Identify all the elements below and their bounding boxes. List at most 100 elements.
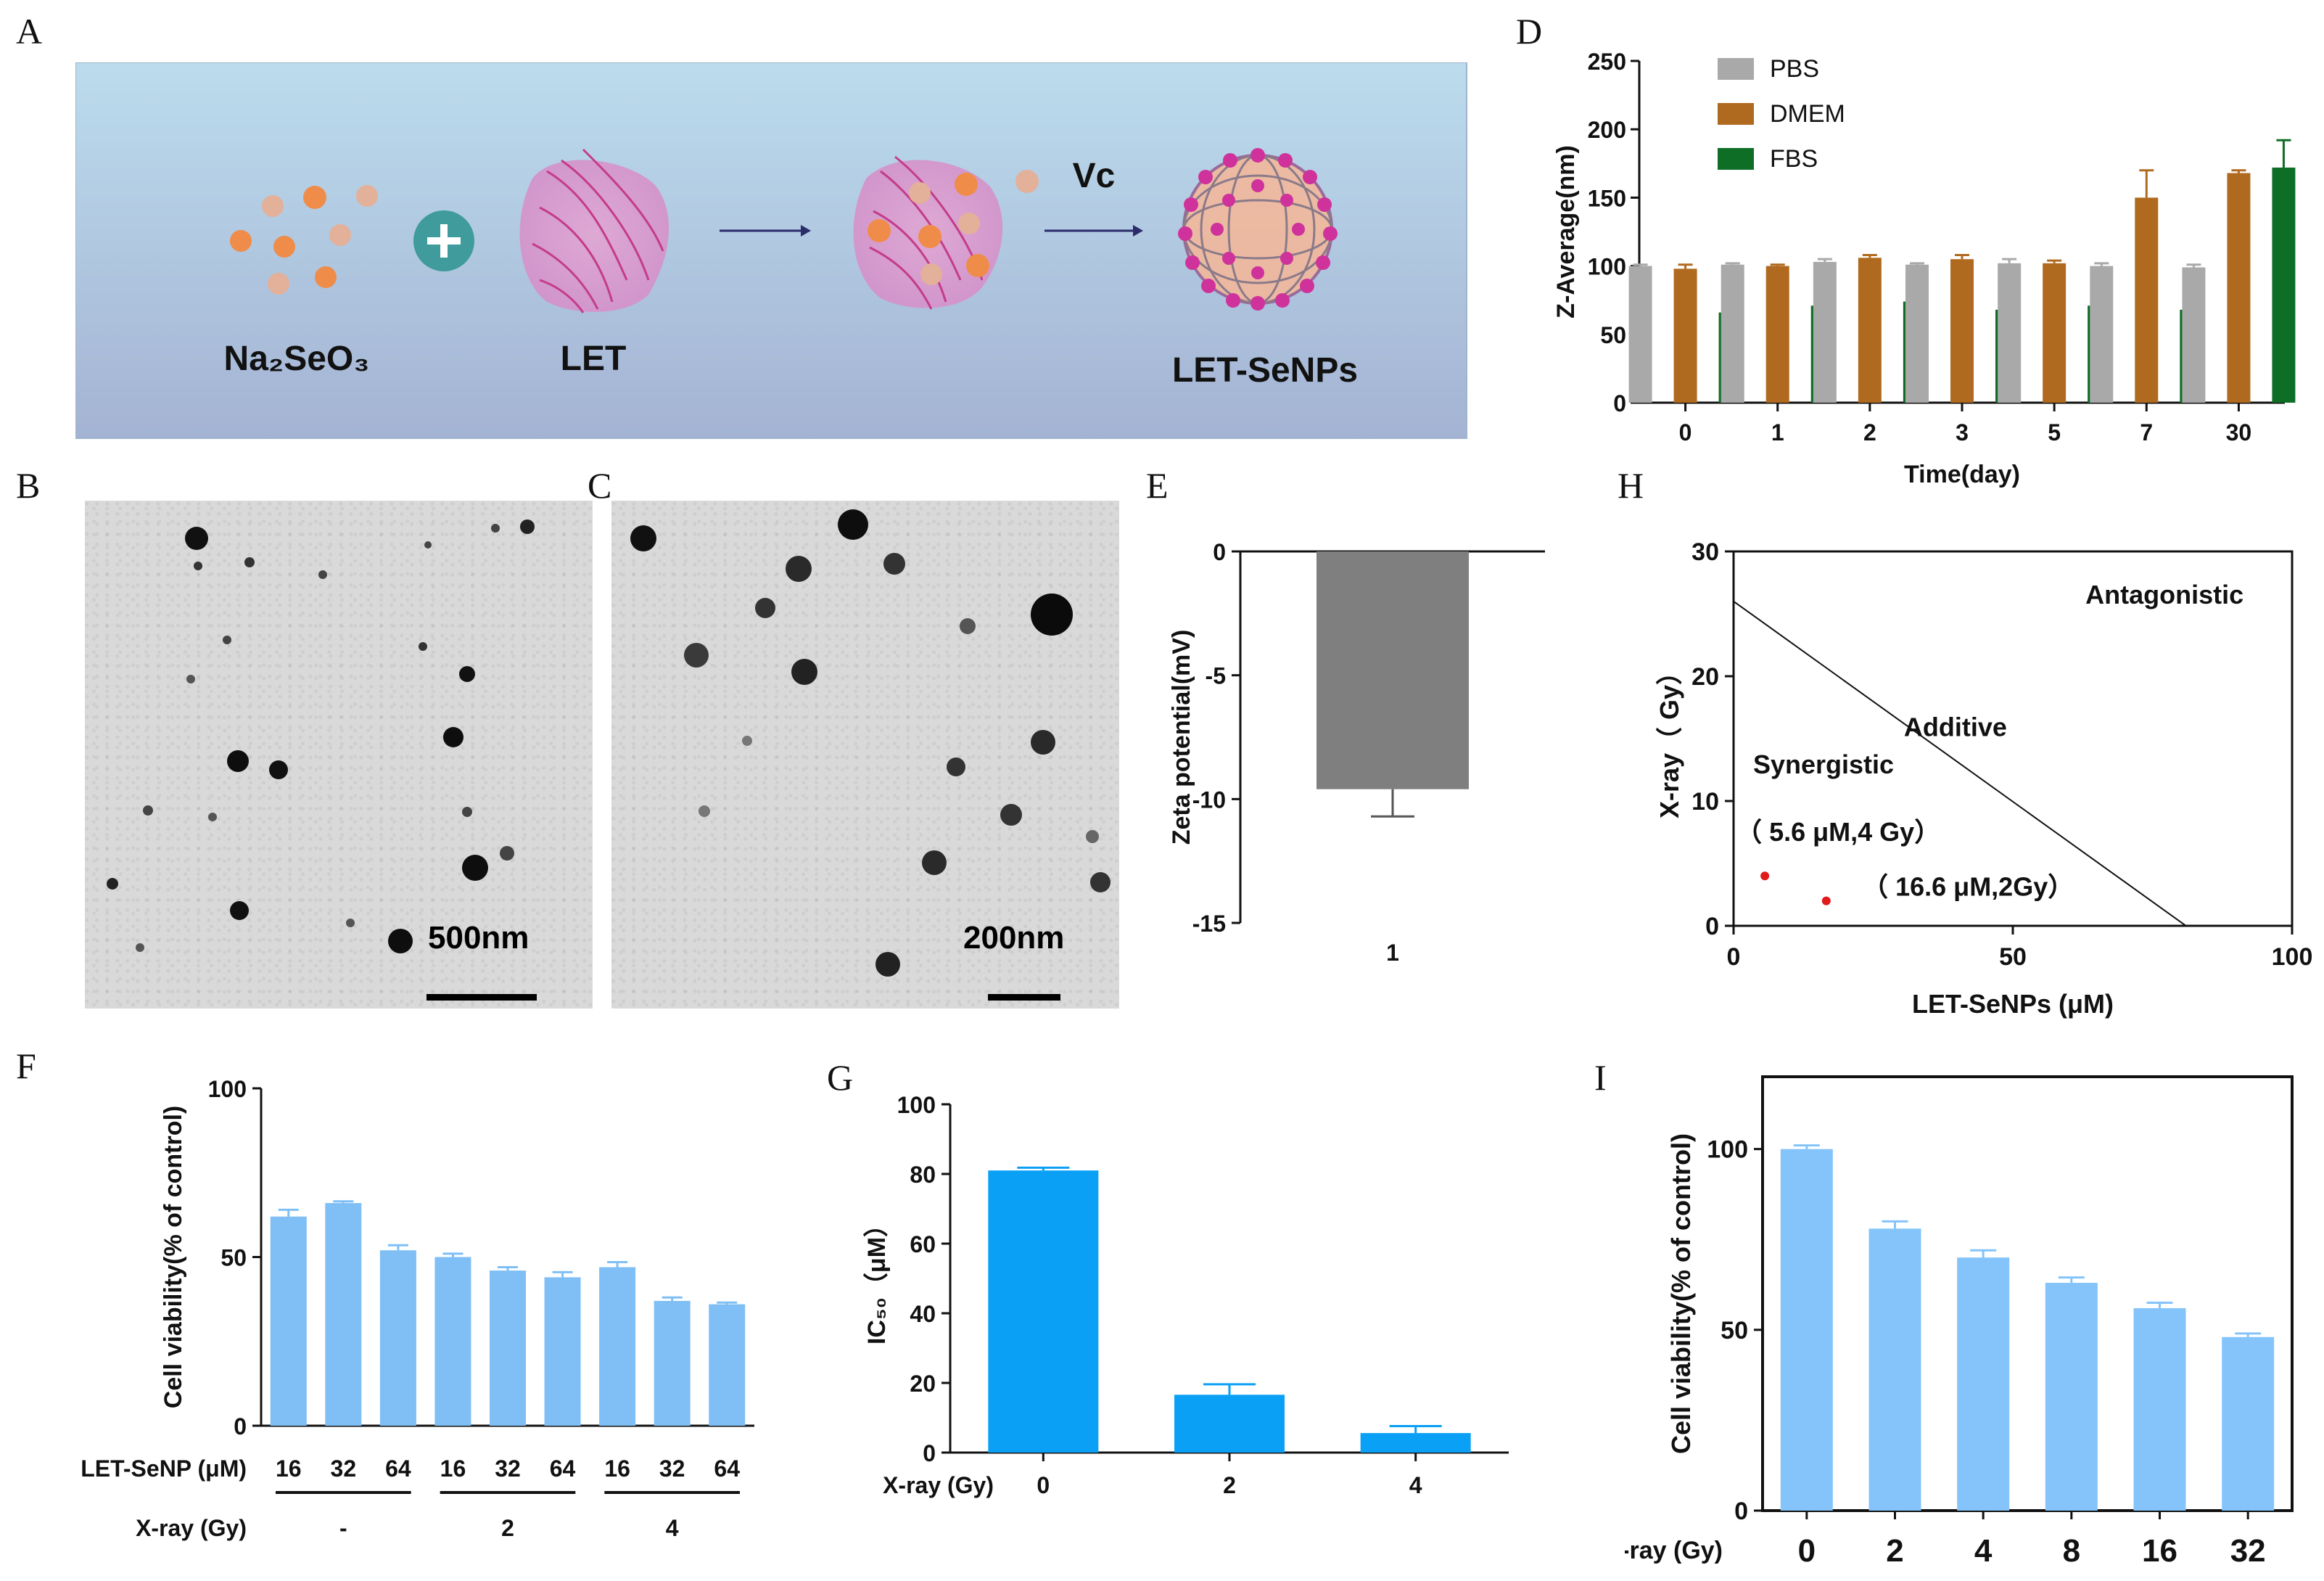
f-xtick-label: 64 [550, 1455, 576, 1482]
d-bar-pbs [1721, 264, 1744, 403]
d-bar-pbs [1813, 261, 1837, 403]
arrow-2 [1044, 225, 1143, 237]
d-bar-dmem [1950, 259, 1974, 403]
d-ytick-label: 0 [1613, 390, 1626, 416]
f-xtick-label: 64 [714, 1455, 740, 1482]
d-ytick-label: 100 [1588, 254, 1626, 280]
synthesis-schematic: Vc Na₂SeO₃ LET LET-SeNPs [75, 62, 1467, 439]
d-bar-dmem [2135, 197, 2159, 403]
panel-label-f: F [16, 1046, 36, 1086]
d-bar-pbs [1628, 266, 1652, 403]
g-ytick-label: 20 [910, 1371, 936, 1397]
i-xtick-label: 8 [2063, 1533, 2080, 1569]
d-bar-dmem [1673, 268, 1697, 403]
d-xtick-label: 3 [1956, 419, 1969, 445]
i-bar [2222, 1336, 2275, 1511]
h-region-label: Synergistic [1753, 750, 1894, 779]
d-xtick-label: 1 [1771, 419, 1784, 445]
vc-label: Vc [1073, 157, 1116, 195]
d-legend-swatch [1718, 58, 1754, 80]
i-bar [1780, 1149, 1833, 1511]
scale-label-b: 500nm [428, 920, 530, 956]
i-xtick-label: 2 [1886, 1533, 1903, 1569]
chart-h-isobologram: 0 50 100 0 10 20 30 （ 5.6 μM,4 Gy） （ 16.6 μM,2Gy… [1655, 538, 2312, 1019]
f-ytick-label: 100 [208, 1076, 247, 1102]
arrow-1 [720, 225, 811, 237]
i-xtick-label: 4 [1974, 1533, 1993, 1569]
reagent-1-label: Na₂SeO₃ [224, 340, 370, 378]
chart-g-ic50: 0 20 40 60 80 100 0 2 4 X-ray (Gy) IC₅₀（μM） [862, 1092, 1509, 1498]
h-xtick-label: 0 [1727, 943, 1741, 971]
h-point-label: （ 16.6 μM,2Gy） [1862, 872, 2074, 902]
d-bar-pbs [2090, 266, 2114, 403]
g-ytick-label: 40 [910, 1301, 936, 1327]
h-ylabel: X-ray（ Gy） [1655, 659, 1684, 818]
panel-label-b: B [16, 465, 41, 506]
g-ytick-label: 100 [897, 1092, 936, 1118]
tem-image-c [611, 501, 1119, 1009]
h-region-label: Additive [1904, 713, 2007, 742]
i-bar [2045, 1283, 2098, 1511]
g-bar [1174, 1395, 1285, 1453]
h-ytick-label: 10 [1692, 788, 1719, 816]
d-ytick-label: 250 [1588, 49, 1626, 75]
panel-label-a: A [16, 11, 43, 52]
panel-label-e: E [1146, 465, 1169, 506]
f-bar [544, 1277, 581, 1426]
f-ytick-label: 50 [221, 1245, 247, 1271]
i-ytick-label: 50 [1721, 1317, 1748, 1344]
d-xtick-label: 30 [2226, 419, 2252, 445]
f-drug-row-label: LET-SeNP (μM) [81, 1455, 247, 1482]
i-frame [1761, 1075, 2294, 1512]
f-bar [599, 1267, 636, 1426]
d-ylabel: Z-Average(nm) [1552, 145, 1580, 319]
d-bar-dmem [1765, 266, 1789, 403]
d-legend-swatch [1718, 148, 1754, 170]
chart-i-viability: 0 50 100 0 2 4 8 16 32 X-ray (Gy) Cell viability(%… [1625, 1075, 2294, 1569]
d-bar-pbs [1998, 263, 2022, 403]
f-xtick-label: 64 [385, 1455, 411, 1482]
h-ytick-label: 20 [1692, 663, 1719, 691]
f-xray-row-label: X-ray (Gy) [136, 1515, 247, 1541]
panel-label-d: D [1516, 11, 1543, 52]
i-ytick-label: 0 [1734, 1498, 1748, 1525]
g-ytick-label: 80 [910, 1162, 936, 1188]
d-bar-dmem [2043, 263, 2067, 403]
senp-nanoparticle-icon [1178, 148, 1338, 311]
i-ytick-label: 100 [1707, 1136, 1748, 1164]
e-ytick-label: -10 [1192, 787, 1226, 813]
d-legend-label: DMEM [1770, 100, 1845, 128]
e-xtick-label: 1 [1386, 940, 1399, 966]
e-ylabel: Zeta potential(mV) [1168, 630, 1195, 845]
h-xtick-label: 50 [1999, 943, 2027, 971]
g-xray-label: X-ray (Gy) [883, 1472, 994, 1498]
let-selenite-complex-icon [853, 155, 1039, 310]
i-bar [1868, 1228, 1921, 1511]
d-bar-pbs [2182, 267, 2206, 403]
g-ylabel: IC₅₀（μM） [862, 1212, 891, 1344]
chart-e-zeta: 0 -5 -10 -15 1 Zeta potential(mV) [1168, 539, 1545, 966]
f-ylabel: Cell viability(% of control) [160, 1106, 187, 1408]
panel-label-c: C [588, 465, 612, 506]
reagent-2-label: LET [561, 340, 627, 378]
d-bar-dmem [2227, 173, 2251, 403]
tem-image-b [85, 501, 593, 1009]
f-bar [379, 1250, 416, 1426]
i-bar [2133, 1307, 2186, 1511]
f-xtick-label: 32 [331, 1455, 357, 1482]
f-bar [709, 1304, 746, 1426]
chart-f-viability: 0 50 100 16 32 64 16 32 64 16 32 64 LET-SeNP (μM) X-r… [81, 1076, 754, 1541]
f-bar [270, 1216, 307, 1426]
d-bar-pbs [1905, 264, 1929, 403]
e-ytick-label: 0 [1213, 539, 1226, 565]
d-bar-dmem [1858, 258, 1882, 403]
f-bar [490, 1270, 526, 1426]
d-ytick-label: 50 [1600, 322, 1626, 348]
f-bar [434, 1257, 471, 1426]
d-ytick-label: 150 [1588, 185, 1626, 211]
d-ytick-label: 200 [1588, 117, 1626, 143]
g-ytick-label: 60 [910, 1231, 936, 1257]
selenite-particles [230, 185, 378, 295]
g-bar [1360, 1433, 1471, 1453]
h-xlabel: LET-SeNPs (μM) [1912, 989, 2114, 1019]
